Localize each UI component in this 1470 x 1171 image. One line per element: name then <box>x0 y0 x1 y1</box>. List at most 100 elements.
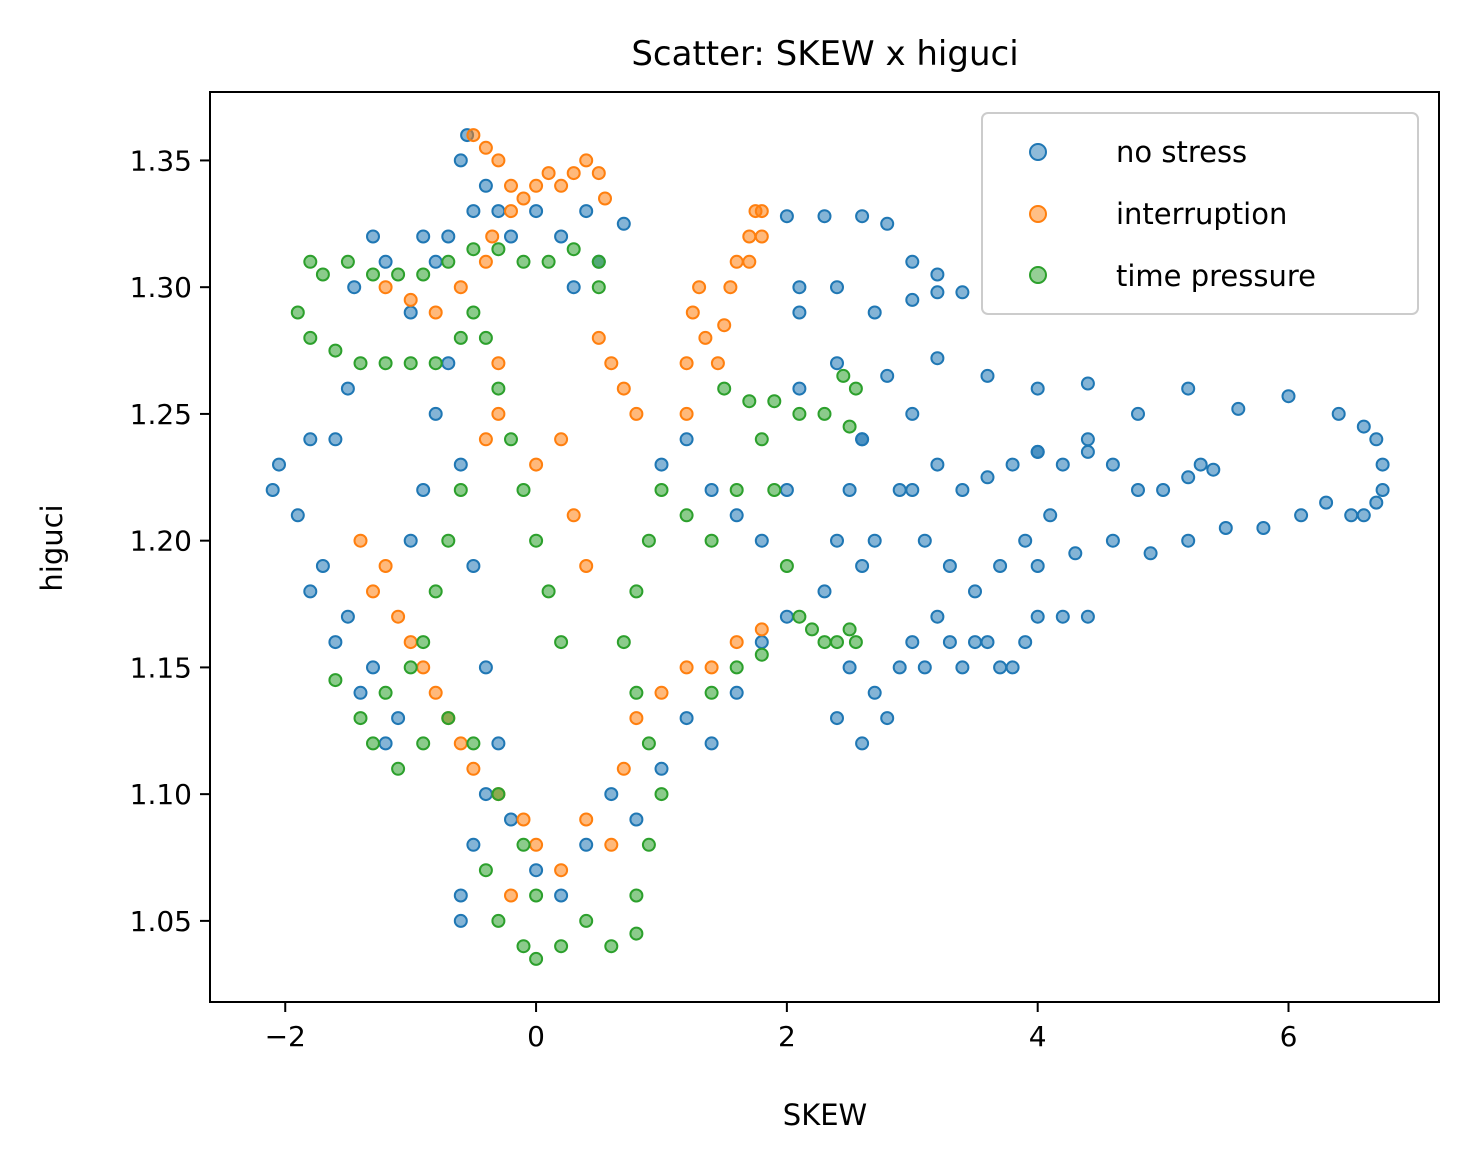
data-point <box>403 356 418 371</box>
data-point <box>504 178 518 193</box>
data-point <box>968 635 982 650</box>
data-point <box>1018 533 1033 548</box>
data-point <box>848 381 863 396</box>
data-point <box>1294 508 1309 523</box>
data-point <box>1131 483 1145 497</box>
data-point <box>1068 546 1083 561</box>
data-point <box>880 216 895 231</box>
data-point <box>679 508 694 523</box>
data-point <box>366 660 380 675</box>
data-point <box>347 280 362 295</box>
data-point <box>1369 495 1384 510</box>
data-point <box>491 356 506 371</box>
data-point <box>779 559 794 573</box>
data-point <box>328 635 343 650</box>
data-point <box>855 736 870 751</box>
data-point <box>1080 376 1095 391</box>
data-point <box>579 812 594 827</box>
data-point <box>930 267 945 282</box>
data-point <box>491 736 506 751</box>
data-point <box>366 229 380 244</box>
data-point <box>378 254 393 269</box>
data-point <box>491 381 506 396</box>
data-point <box>942 559 957 573</box>
data-point <box>391 267 406 282</box>
data-point <box>654 787 669 802</box>
y-tick-label: 1.20 <box>130 525 192 558</box>
data-point <box>516 483 531 497</box>
data-point <box>1181 381 1196 396</box>
data-point <box>579 204 594 219</box>
data-point <box>830 356 844 371</box>
data-point <box>516 812 531 827</box>
data-point <box>453 457 468 472</box>
data-point <box>453 913 468 928</box>
data-point <box>679 660 694 675</box>
series-no-stress <box>265 128 1390 928</box>
data-point <box>1030 381 1045 396</box>
data-point <box>1156 483 1171 497</box>
data-point <box>1218 521 1233 535</box>
data-point <box>353 356 368 371</box>
data-point <box>654 685 669 700</box>
data-point <box>353 533 368 548</box>
y-tick-label: 1.30 <box>130 271 192 304</box>
data-point <box>629 888 644 903</box>
data-point <box>792 305 807 320</box>
data-point <box>917 533 932 548</box>
data-point <box>504 888 518 903</box>
data-point <box>491 204 506 219</box>
data-point <box>391 711 406 726</box>
data-point <box>328 673 343 688</box>
data-point <box>779 609 794 624</box>
data-point <box>328 343 343 358</box>
data-point <box>792 609 807 624</box>
data-point <box>554 178 569 193</box>
data-point <box>1005 660 1020 675</box>
data-point <box>704 483 719 497</box>
data-point <box>504 432 518 447</box>
x-tick-label: 0 <box>527 1020 545 1053</box>
data-point <box>453 736 468 751</box>
data-point <box>842 622 857 637</box>
data-point <box>641 533 656 548</box>
data-point <box>315 267 330 282</box>
data-point <box>679 432 694 447</box>
data-point <box>466 837 481 852</box>
data-point <box>340 381 355 396</box>
data-point <box>1331 406 1346 421</box>
data-point <box>616 381 631 396</box>
x-tick-label: 4 <box>1029 1020 1047 1053</box>
data-point <box>303 330 318 345</box>
data-point <box>604 837 619 852</box>
data-point <box>1181 533 1196 548</box>
data-point <box>554 939 569 954</box>
data-point <box>830 711 844 726</box>
data-point <box>491 153 506 168</box>
data-point <box>792 406 807 421</box>
data-point <box>629 685 644 700</box>
data-point <box>616 216 631 231</box>
data-point <box>478 432 493 447</box>
data-point <box>704 736 719 751</box>
data-point <box>905 635 920 650</box>
data-point <box>805 622 819 637</box>
data-point <box>453 153 468 168</box>
data-point <box>453 483 468 497</box>
data-point <box>428 305 443 320</box>
data-point <box>1143 546 1158 561</box>
data-point <box>566 280 581 295</box>
data-point <box>604 356 619 371</box>
data-point <box>416 736 431 751</box>
y-tick-label: 1.10 <box>130 778 192 811</box>
y-tick-label: 1.25 <box>130 398 192 431</box>
plot-area <box>265 128 1390 966</box>
data-point <box>378 736 393 751</box>
data-point <box>366 584 380 599</box>
data-point <box>892 660 907 675</box>
data-point <box>729 254 744 269</box>
data-point <box>554 888 569 903</box>
data-point <box>1105 457 1120 472</box>
data-point <box>836 368 851 383</box>
data-point <box>704 533 719 548</box>
